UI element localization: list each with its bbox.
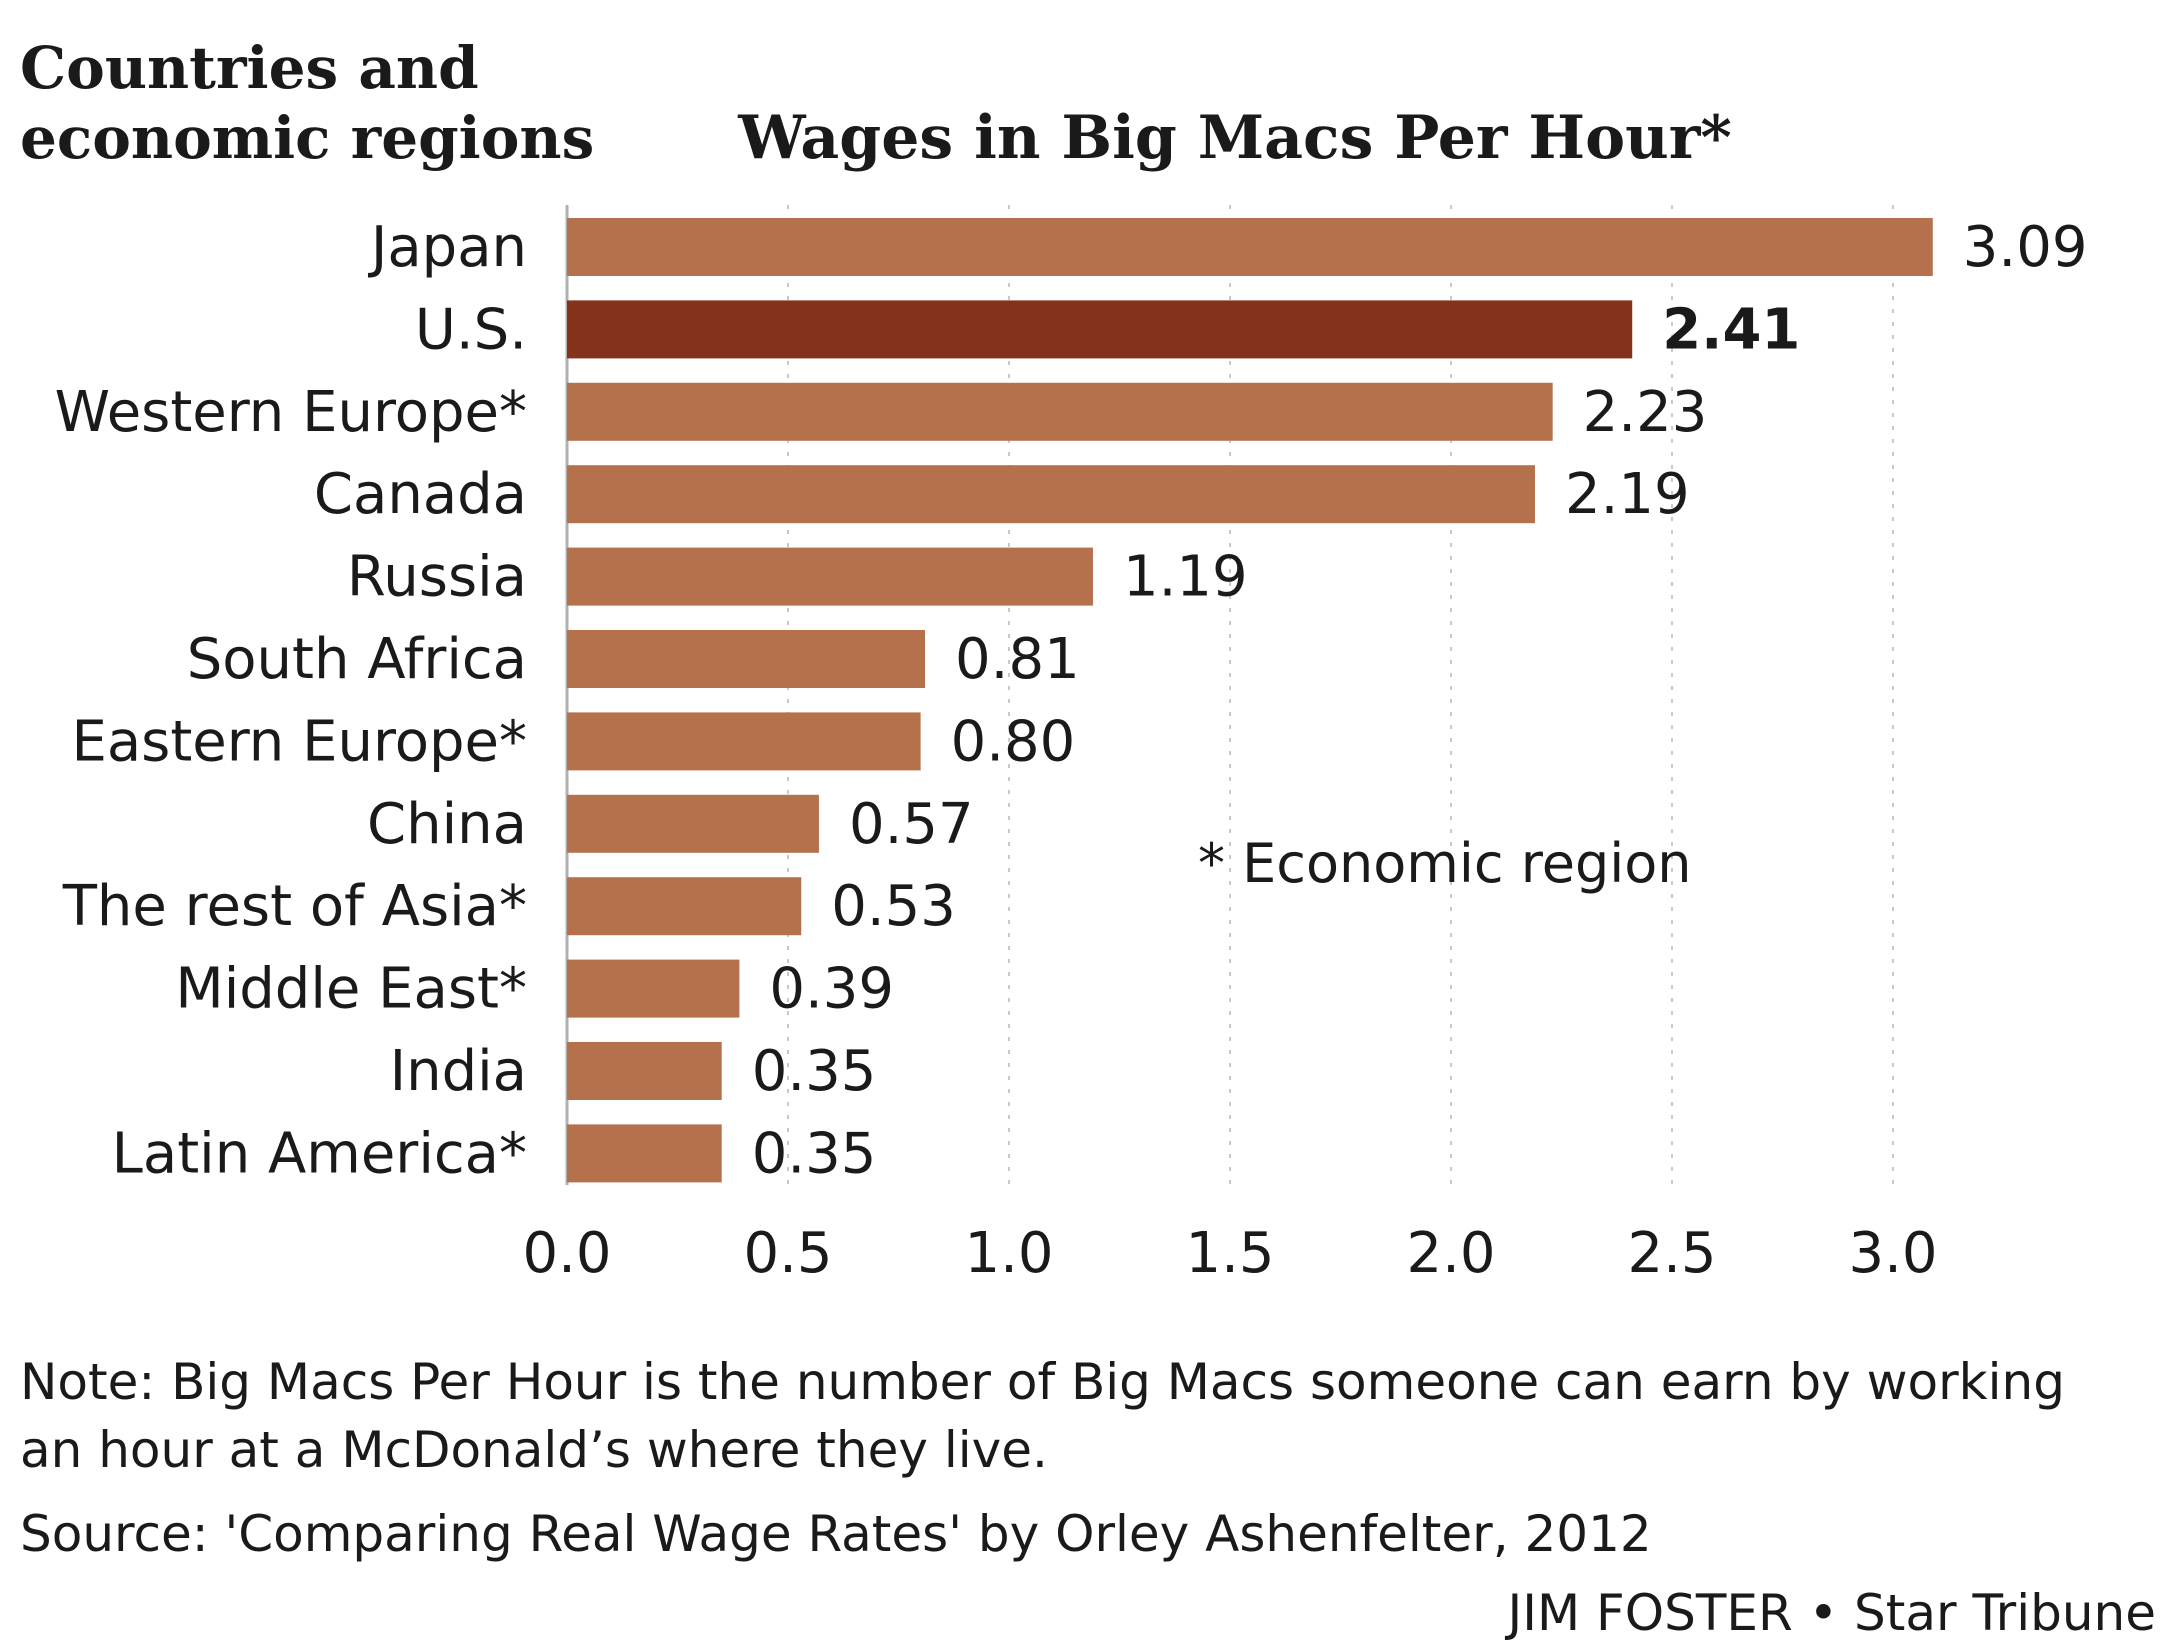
value-label: 0.39 bbox=[769, 957, 894, 1022]
value-label: 2.23 bbox=[1583, 380, 1708, 445]
category-label: Latin America* bbox=[112, 1121, 527, 1186]
category-label: Japan bbox=[368, 215, 527, 280]
category-label: Eastern Europe* bbox=[71, 709, 527, 774]
x-tick-label: 3.0 bbox=[1848, 1221, 1937, 1286]
category-axis-title-line2: economic regions bbox=[20, 104, 594, 172]
x-tick-label: 1.5 bbox=[1185, 1221, 1274, 1286]
bar bbox=[567, 877, 802, 936]
category-label: India bbox=[390, 1039, 527, 1104]
chart-title: Wages in Big Macs Per Hour* bbox=[737, 103, 1732, 173]
x-tick-label: 0.5 bbox=[743, 1221, 832, 1286]
value-label: 3.09 bbox=[1963, 215, 2088, 280]
value-label: 0.81 bbox=[955, 627, 1080, 692]
category-label: China bbox=[367, 792, 527, 857]
value-label: 0.35 bbox=[752, 1039, 877, 1104]
x-axis-ticks: 0.0 0.5 1.0 1.5 2.0 2.5 3.0 bbox=[522, 1221, 1937, 1286]
value-label: 0.80 bbox=[951, 709, 1076, 774]
category-label: U.S. bbox=[415, 297, 527, 362]
economic-region-annotation: * Economic region bbox=[1198, 832, 1692, 895]
value-label: 0.53 bbox=[831, 874, 956, 939]
bar bbox=[567, 300, 1633, 359]
value-label: 0.35 bbox=[752, 1121, 877, 1186]
category-label: Western Europe* bbox=[55, 380, 527, 445]
labels: Japan 3.09 U.S. 2.41 Western Europe* 2.23 Cana… bbox=[55, 215, 2088, 1186]
bar bbox=[567, 547, 1093, 606]
bar bbox=[567, 382, 1553, 441]
bar bbox=[567, 712, 921, 771]
bar-chart: Countries and economic regions Wages in … bbox=[20, 34, 2088, 1286]
x-tick-label: 1.0 bbox=[964, 1221, 1053, 1286]
category-label: Russia bbox=[347, 545, 527, 610]
gridlines bbox=[565, 205, 1894, 1185]
category-axis-title-line1: Countries and bbox=[20, 34, 479, 102]
x-tick-label: 2.0 bbox=[1406, 1221, 1495, 1286]
bar bbox=[567, 1124, 722, 1183]
bar bbox=[567, 1042, 722, 1100]
bar bbox=[567, 218, 1933, 276]
value-label: 0.57 bbox=[849, 792, 974, 857]
value-label: 1.19 bbox=[1123, 545, 1248, 610]
bar bbox=[567, 630, 926, 688]
x-tick-label: 0.0 bbox=[522, 1221, 611, 1286]
value-label: 2.19 bbox=[1565, 462, 1690, 527]
bar bbox=[567, 465, 1535, 524]
x-tick-label: 2.5 bbox=[1627, 1221, 1716, 1286]
bar bbox=[567, 959, 740, 1018]
category-label: Canada bbox=[314, 462, 527, 527]
category-label: South Africa bbox=[187, 627, 527, 692]
bars bbox=[567, 218, 1933, 1183]
value-label: 2.41 bbox=[1662, 297, 1800, 362]
footnote-note: Note: Big Macs Per Hour is the number of… bbox=[20, 1353, 2065, 1479]
credit-line: JIM FOSTER • Star Tribune bbox=[1507, 1584, 2157, 1642]
bar bbox=[567, 794, 819, 853]
category-label: The rest of Asia* bbox=[62, 874, 527, 939]
source-line: Source: 'Comparing Real Wage Rates' by O… bbox=[20, 1505, 1652, 1563]
category-label: Middle East* bbox=[175, 957, 527, 1022]
